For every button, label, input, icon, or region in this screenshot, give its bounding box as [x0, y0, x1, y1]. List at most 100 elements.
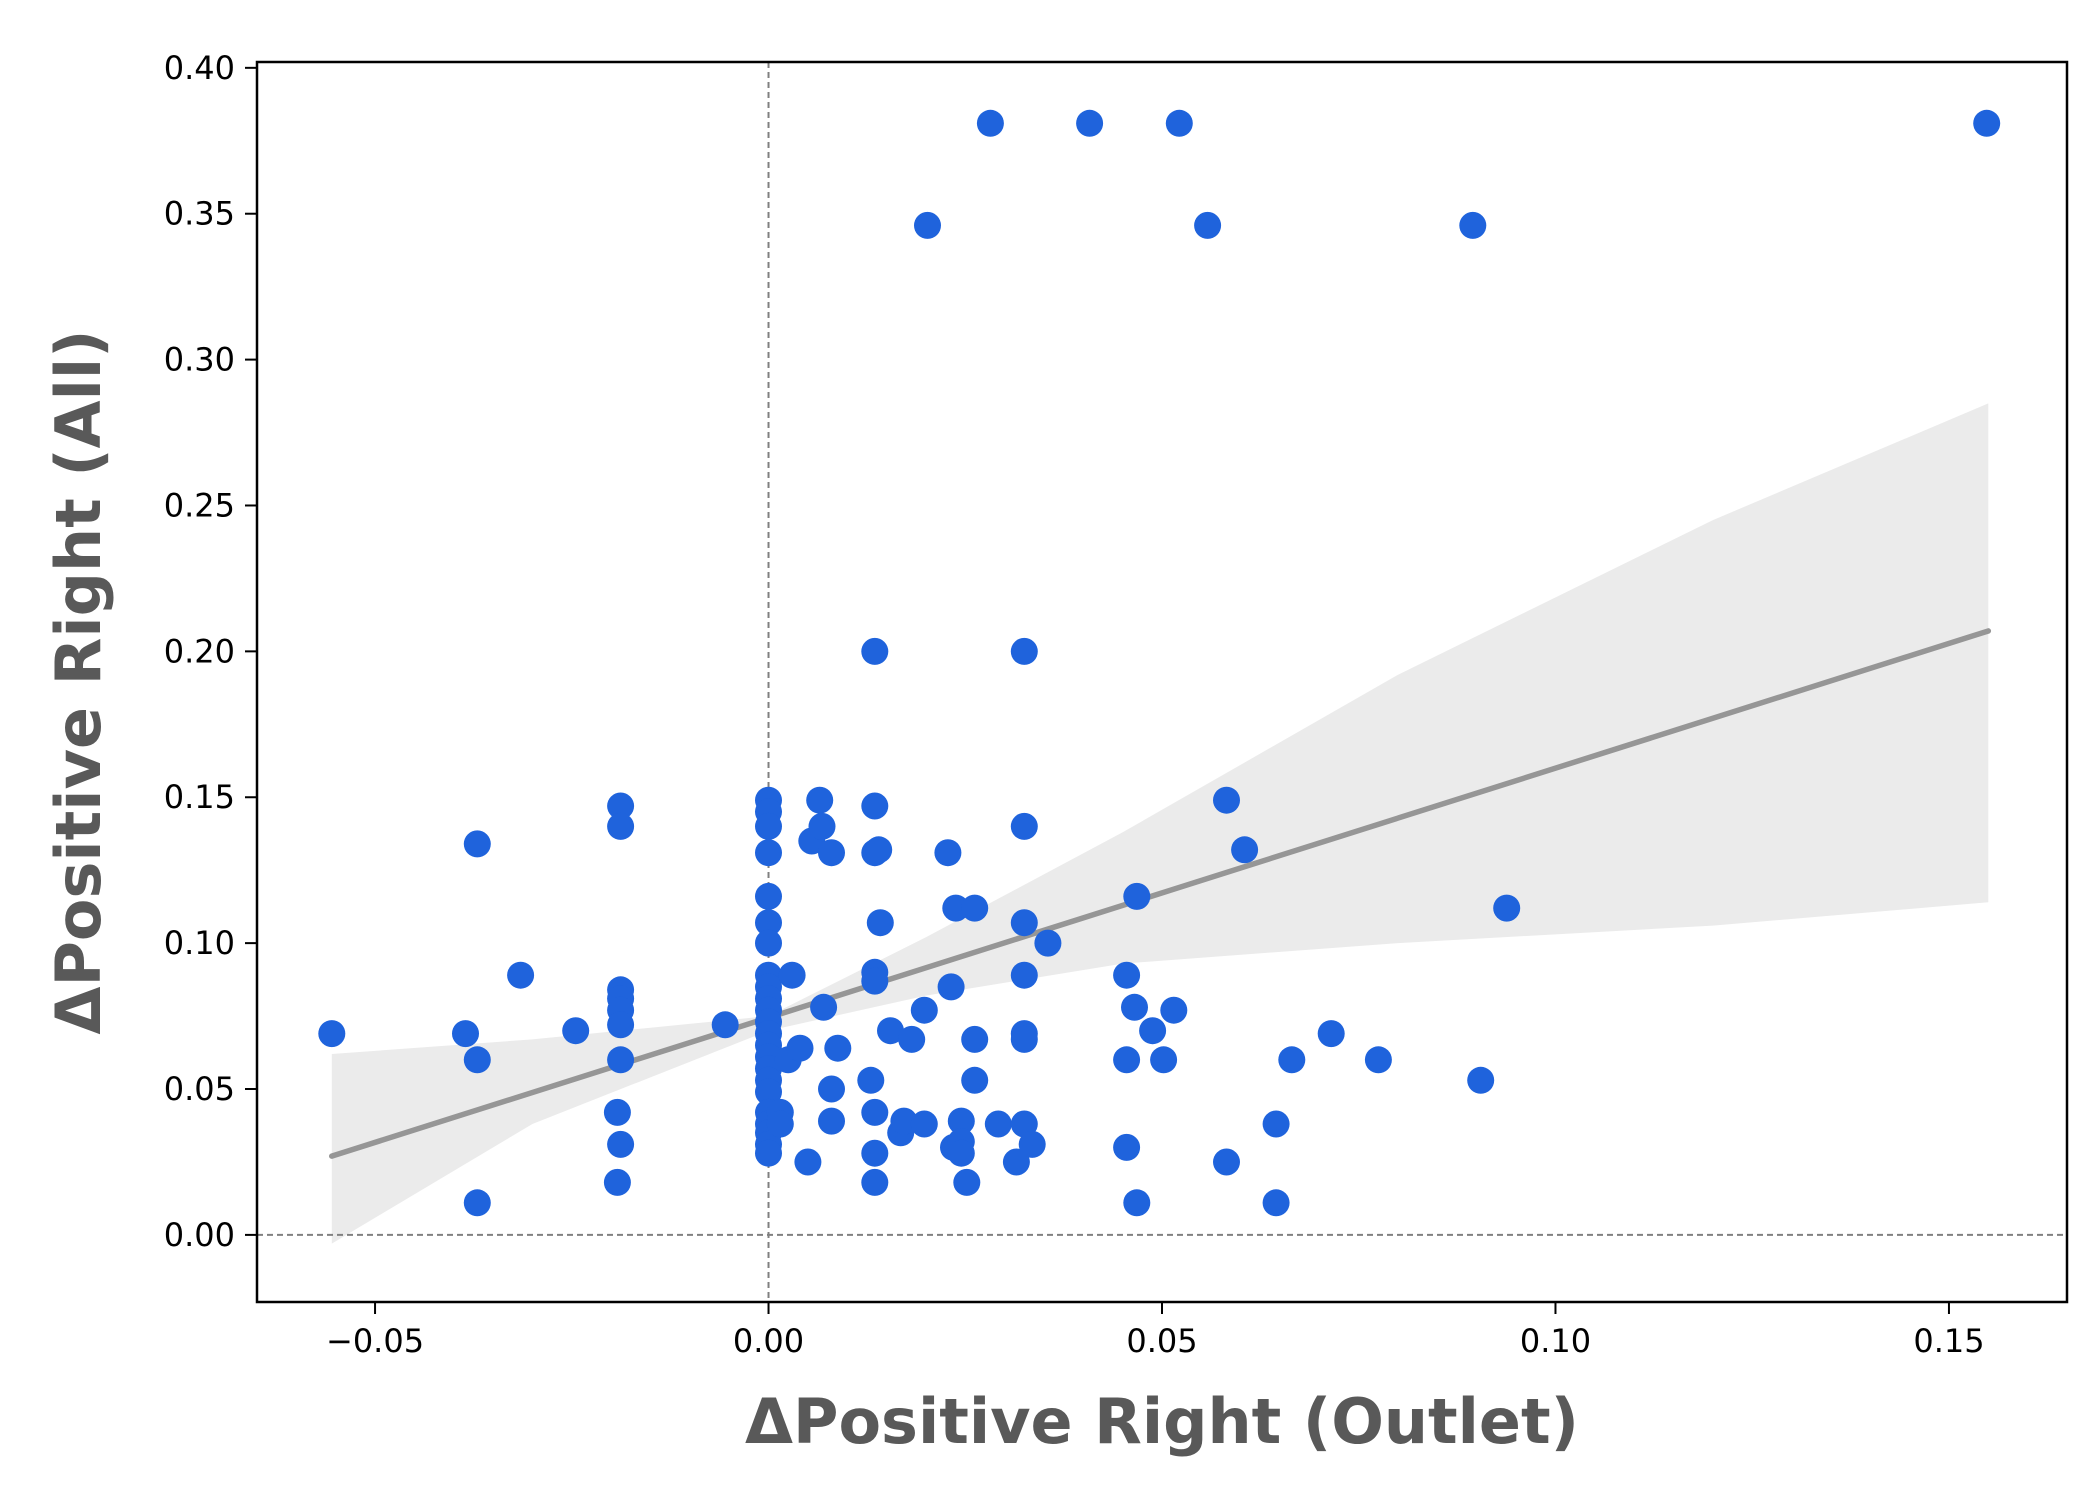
y-tick-label: 0.15 [164, 778, 235, 816]
x-tick-label: 0.15 [1913, 1322, 1984, 1360]
data-point [865, 836, 893, 864]
x-tick-label: −0.05 [326, 1322, 424, 1360]
data-point [1010, 909, 1038, 937]
data-point [1165, 109, 1193, 137]
data-point [1262, 1110, 1290, 1138]
data-point [976, 109, 1004, 137]
data-point [463, 830, 491, 858]
data-point [1010, 961, 1038, 989]
data-point [562, 1017, 590, 1045]
data-point [984, 1110, 1012, 1138]
data-point [463, 1189, 491, 1217]
data-point [1467, 1066, 1495, 1094]
data-point [1076, 109, 1104, 137]
data-point [861, 967, 889, 995]
x-tick-label: 0.00 [733, 1322, 804, 1360]
y-tick-label: 0.35 [164, 195, 235, 233]
data-point [806, 786, 834, 814]
x-tick-label: 0.10 [1520, 1322, 1591, 1360]
data-point [961, 1066, 989, 1094]
data-point [603, 1168, 631, 1196]
data-point [890, 1107, 918, 1135]
data-point [947, 1107, 975, 1135]
confidence-band [331, 403, 1989, 1244]
data-point [607, 812, 635, 840]
data-point [755, 882, 782, 910]
data-point [607, 792, 635, 820]
data-point [861, 792, 889, 820]
data-point [711, 1011, 739, 1039]
data-point [953, 1168, 981, 1196]
data-point [755, 1078, 782, 1106]
data-point [861, 1098, 889, 1126]
data-point [861, 637, 889, 665]
data-point [1160, 996, 1188, 1024]
data-point [947, 1139, 975, 1167]
data-point [1493, 894, 1521, 922]
data-point [1231, 836, 1259, 864]
data-point [1113, 1046, 1141, 1074]
data-point [810, 993, 838, 1021]
data-point [755, 1139, 782, 1167]
regression-line [329, 628, 1992, 1159]
data-point [1018, 1130, 1046, 1158]
data-point [866, 909, 894, 937]
data-point [1113, 1133, 1141, 1161]
data-point [1123, 882, 1151, 910]
data-point [1010, 1025, 1038, 1053]
data-point [877, 1017, 904, 1045]
x-axis-ticks: −0.05 0.00 0.05 0.10 0.15 [326, 1302, 1985, 1360]
data-point [824, 1034, 852, 1062]
data-point [1010, 637, 1038, 665]
y-axis-ticks: 0.00 0.05 0.10 0.15 0.20 0.25 0.30 0.35 0.40 [164, 49, 257, 1254]
data-point [937, 973, 965, 1001]
data-point [607, 1011, 635, 1039]
data-point [1278, 1046, 1306, 1074]
data-point [1459, 211, 1487, 239]
data-point [1194, 211, 1222, 239]
data-point [961, 894, 989, 922]
data-point [861, 1139, 889, 1167]
data-point [607, 1130, 635, 1158]
data-point [961, 1025, 989, 1053]
x-axis-title: ΔPositive Right (Outlet) [745, 1385, 1579, 1458]
data-point [1150, 1046, 1178, 1074]
data-point [603, 1098, 631, 1126]
data-point [1139, 1017, 1167, 1045]
data-point [1113, 961, 1141, 989]
data-point [910, 996, 938, 1024]
data-point [818, 1075, 845, 1103]
data-point [794, 1148, 822, 1176]
data-point [755, 839, 782, 867]
points-layer [318, 109, 2001, 1217]
data-point [1034, 929, 1062, 957]
data-point [910, 1110, 938, 1138]
y-tick-label: 0.30 [164, 341, 235, 379]
data-point [1121, 993, 1148, 1021]
y-tick-label: 0.25 [164, 486, 235, 524]
data-point [318, 1020, 346, 1048]
data-point [452, 1020, 479, 1048]
y-axis-title: ΔPositive Right (All) [42, 329, 115, 1034]
data-point [755, 812, 782, 840]
data-point [1262, 1189, 1290, 1217]
data-point [1213, 1148, 1240, 1176]
data-point [818, 1107, 845, 1135]
data-point [786, 1034, 814, 1062]
data-point [463, 1046, 491, 1074]
data-point [1317, 1020, 1345, 1048]
data-point [1010, 1110, 1038, 1138]
regression-layer [329, 628, 1992, 1159]
data-point [607, 1046, 635, 1074]
y-tick-label: 0.40 [164, 49, 235, 87]
data-point [942, 894, 970, 922]
data-point [1364, 1046, 1392, 1074]
data-point [898, 1025, 926, 1053]
y-tick-label: 0.10 [164, 924, 235, 962]
y-tick-label: 0.20 [164, 632, 235, 670]
data-point [1002, 1148, 1030, 1176]
data-point [818, 839, 845, 867]
data-point [808, 812, 836, 840]
